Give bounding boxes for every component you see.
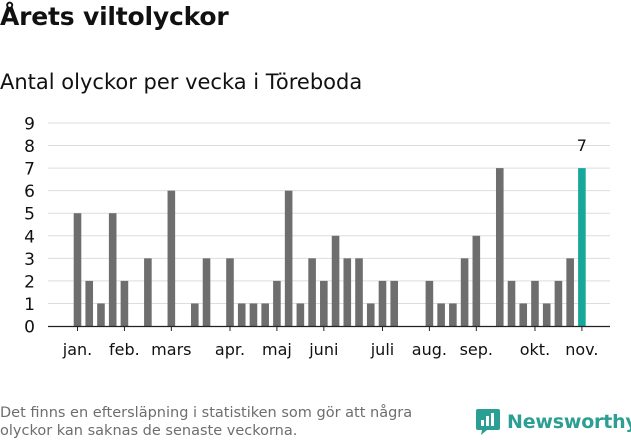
bar [331,235,340,326]
y-tick-label: 9 [24,115,35,135]
gridlines [48,122,610,304]
y-tick-label: 1 [24,295,35,315]
x-tick-label: feb. [109,340,140,359]
x-tick-label: jan. [62,340,92,359]
x-tick-label: apr. [215,340,245,359]
bar [566,258,574,326]
y-tick-label: 5 [24,205,35,225]
bar [167,190,176,326]
footnote: Det finns en eftersläpning i statistiken… [0,405,413,439]
x-tick-label: sep. [460,340,493,359]
bar [542,303,551,326]
bar [425,280,434,326]
chart-title: Årets viltolyckor [0,2,229,31]
bar [554,280,563,326]
x-tick-label: juli [370,340,394,359]
y-tick-label: 2 [24,272,35,292]
bar [378,280,387,326]
bar [531,280,539,326]
newsworthy-logo: Newsworthy [475,408,631,436]
bar [343,258,352,326]
bar [507,280,516,326]
bar [273,280,281,326]
newsworthy-chart-icon [476,409,500,435]
x-tick-label: aug. [412,340,447,359]
x-tick-label: mars [151,340,191,359]
x-tick-label: juni [308,340,338,359]
annotations: 7 [577,136,587,155]
x-tick-label: nov. [565,340,598,359]
bar [226,258,234,326]
bar [249,303,258,326]
bar [366,303,375,326]
highlight-value-label: 7 [577,136,587,155]
y-tick-label: 0 [24,318,35,338]
bar [108,213,117,326]
bar [320,280,328,326]
y-tick-label: 8 [24,137,35,157]
x-tick-label: maj [262,340,292,359]
bar [237,303,246,326]
bar [449,303,457,326]
bar [261,303,269,326]
bar [390,280,399,326]
bar [308,258,316,326]
bar [85,280,94,326]
bar-highlighted [578,168,586,326]
bar [472,235,481,326]
bar [437,303,445,326]
y-tick-label: 6 [24,182,35,202]
y-axis: 0 1 23 45 67 89 [24,115,35,338]
chart-subtitle: Antal olyckor per vecka i Töreboda [0,70,363,94]
bar [519,303,528,326]
bar [120,280,129,326]
bar [97,303,105,326]
y-tick-label: 4 [24,227,35,247]
bar [460,258,469,326]
x-tick-label: okt. [520,340,550,359]
y-tick-label: 7 [24,160,35,180]
bar [73,213,82,326]
bar [495,168,504,326]
x-axis: jan. feb. mars apr. maj juni juli aug. sep. okt. n… [48,325,610,359]
logo-text: Newsworthy [507,411,631,433]
bar [296,303,305,326]
bar [355,258,363,326]
bar [144,258,152,326]
bar [284,190,293,326]
bars [73,168,586,326]
bar [191,303,199,326]
bar [202,258,211,326]
y-tick-label: 3 [24,250,35,270]
